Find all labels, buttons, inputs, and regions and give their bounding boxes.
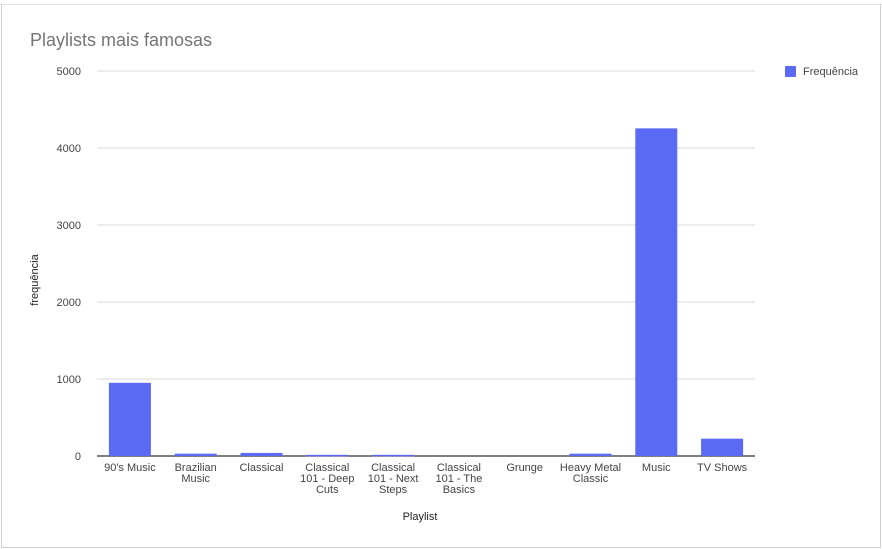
- y-tick-label: 3000: [57, 220, 81, 232]
- x-tick-label: Heavy Metal Classic: [560, 462, 621, 485]
- chart-title: Playlists mais famosas: [30, 30, 213, 50]
- y-tick-label: 5000: [57, 66, 81, 78]
- bar: [701, 438, 744, 456]
- x-tick-label: Classical: [239, 462, 283, 474]
- legend-label: Frequência: [803, 66, 859, 78]
- x-tick-label: 90's Music: [104, 462, 156, 474]
- chart-border-bottom: [1, 547, 881, 548]
- y-tick-label: 2000: [57, 297, 81, 309]
- x-tick-label: Classical 101 - Next Steps: [368, 462, 419, 496]
- bar: [174, 453, 217, 456]
- bar: [569, 453, 612, 456]
- y-tick-label: 4000: [57, 143, 81, 155]
- x-axis-title: Playlist: [403, 511, 438, 523]
- y-axis-title: frequência: [29, 253, 41, 305]
- y-tick-label: 0: [75, 451, 81, 463]
- y-tick-labels: 0 1000 2000 3000 4000 5000: [57, 66, 81, 463]
- x-tick-label: Classical 101 - The Basics: [435, 462, 482, 496]
- bar: [240, 452, 283, 456]
- legend: Frequência: [785, 66, 859, 78]
- y-tick-label: 1000: [57, 374, 81, 386]
- x-tick-label: Grunge: [506, 462, 543, 474]
- x-tick-label: TV Shows: [697, 462, 748, 474]
- legend-swatch: [785, 66, 796, 77]
- chart-border-left: [1, 4, 2, 548]
- bar: [306, 454, 349, 457]
- chart-border-right: [880, 4, 881, 548]
- spreadsheet-grid-strip: [0, 0, 882, 5]
- x-tick-labels: 90's Music Brazilian Music Classical Classic…: [104, 462, 748, 496]
- x-tick-label: Brazilian Music: [175, 462, 217, 485]
- x-tick-label: Classical 101 - Deep Cuts: [300, 462, 354, 496]
- bar: [372, 454, 415, 457]
- x-tick-label: Music: [642, 462, 671, 474]
- bar: [635, 128, 678, 457]
- bars: [108, 128, 744, 457]
- bar: [108, 382, 151, 456]
